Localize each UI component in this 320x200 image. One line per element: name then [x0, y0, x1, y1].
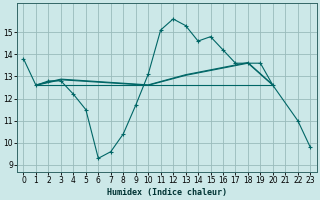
X-axis label: Humidex (Indice chaleur): Humidex (Indice chaleur) — [107, 188, 227, 197]
